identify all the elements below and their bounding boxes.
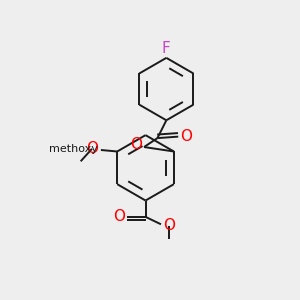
Text: O: O	[86, 141, 98, 156]
Text: O: O	[181, 129, 193, 144]
Text: O: O	[113, 209, 125, 224]
Text: methoxy: methoxy	[49, 144, 98, 154]
Text: O: O	[163, 218, 175, 233]
Text: F: F	[162, 41, 171, 56]
Text: O: O	[130, 137, 142, 152]
